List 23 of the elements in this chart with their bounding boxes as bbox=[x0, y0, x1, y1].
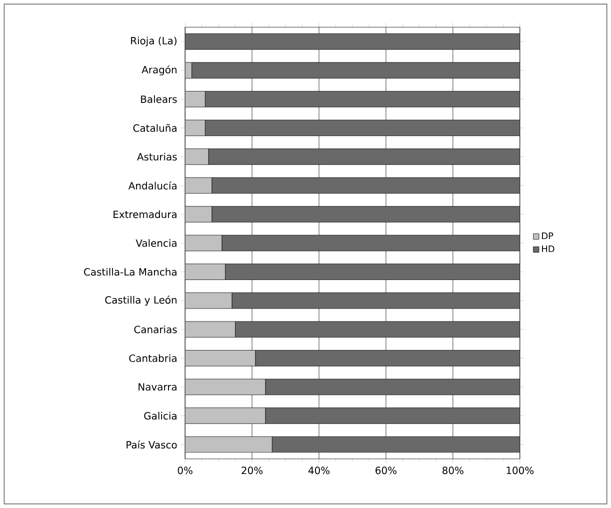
y-tick-label: Aragón bbox=[142, 65, 176, 76]
x-tick-label: 40% bbox=[308, 466, 330, 474]
legend-label: DP bbox=[542, 232, 554, 240]
y-tick-label: Extremadura bbox=[114, 210, 176, 218]
x-tick-label: 80% bbox=[442, 466, 464, 474]
y-tick-label: Canarias bbox=[134, 325, 177, 334]
y-tick-label: Balears bbox=[141, 95, 177, 103]
y-tick-label: Galicia bbox=[144, 412, 176, 420]
x-tick-label: 20% bbox=[242, 466, 263, 474]
y-tick-label: Cataluña bbox=[133, 124, 176, 132]
y-tick-label: Andalucía bbox=[128, 181, 176, 190]
x-tick-label: 0% bbox=[178, 466, 192, 474]
x-tick-label: 100% bbox=[506, 466, 534, 474]
y-tick-label: Valencia bbox=[136, 239, 176, 247]
y-tick-label: Rioja (La) bbox=[131, 36, 176, 46]
y-tick-label: Asturias bbox=[137, 152, 177, 161]
y-tick-label: Castilla y León bbox=[105, 296, 176, 306]
legend-label: HD bbox=[542, 246, 554, 252]
x-tick-label: 60% bbox=[376, 466, 396, 474]
y-tick-label: Cantabria bbox=[129, 354, 176, 362]
y-tick-label: Castilla-La Mancha bbox=[84, 268, 176, 276]
y-tick-label: País Vasco bbox=[126, 440, 177, 449]
y-tick-label: Navarra bbox=[138, 383, 176, 391]
